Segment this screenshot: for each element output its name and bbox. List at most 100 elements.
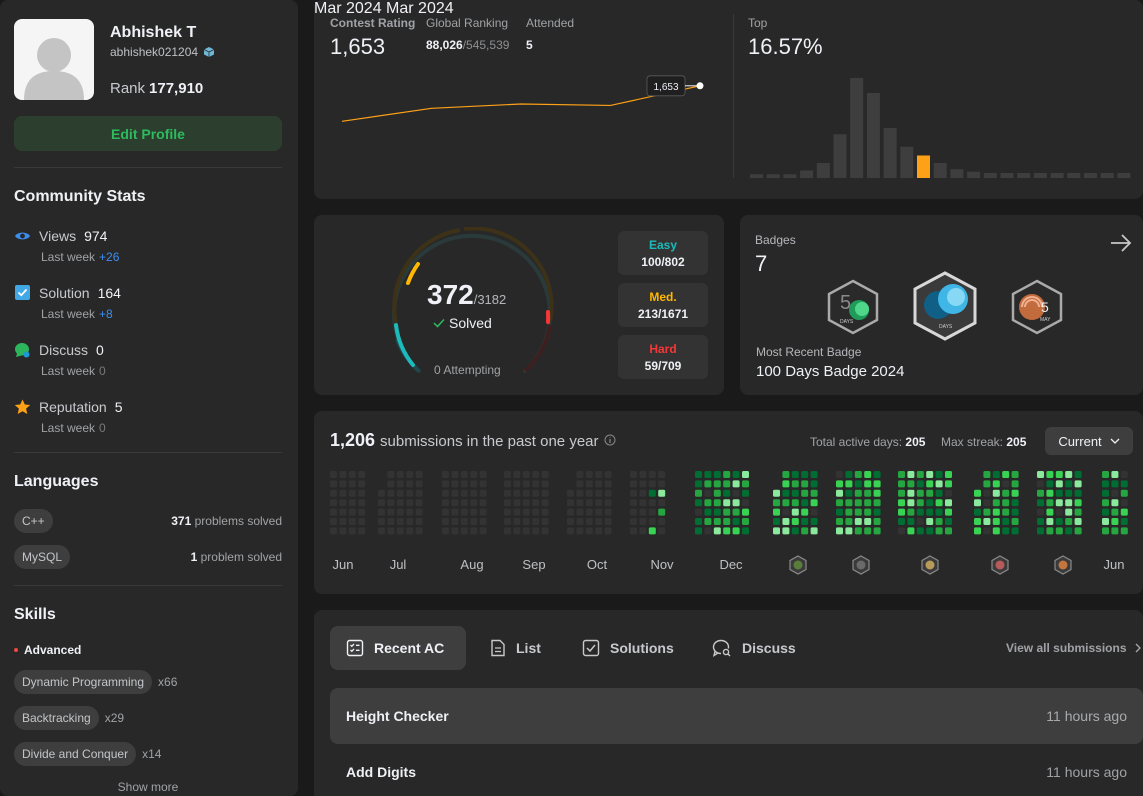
heatmap-cell — [1011, 499, 1019, 507]
heatmap-cell — [873, 508, 881, 516]
year-dropdown[interactable]: Current — [1045, 427, 1133, 455]
month-label: Aug — [460, 557, 483, 572]
show-more-link[interactable]: Show more — [117, 780, 179, 794]
heatmap-cell — [451, 480, 459, 488]
ranking-histogram[interactable] — [748, 70, 1132, 180]
heatmap-cell — [460, 489, 468, 497]
stat-delta: 0 — [99, 364, 106, 378]
heatmap-cell — [983, 471, 991, 478]
heatmap-cell — [339, 480, 347, 488]
heatmap-cell — [992, 499, 1000, 507]
heatmap-cell — [604, 508, 612, 516]
heatmap-cell — [576, 480, 584, 488]
rating-line-chart[interactable]: 1,653 — [330, 70, 730, 185]
heatmap-cell — [576, 518, 584, 525]
tab-solutions[interactable]: Solutions — [566, 626, 690, 670]
edit-profile-button[interactable]: Edit Profile — [14, 116, 282, 151]
easy-box[interactable]: Easy 100/802 — [618, 231, 708, 275]
submission-row[interactable]: Height Checker 11 hours ago — [330, 688, 1143, 744]
histogram-bar — [1084, 173, 1097, 178]
heatmap-cell — [358, 489, 366, 497]
heatmap-cell — [704, 499, 712, 507]
heatmap-cell — [704, 518, 712, 525]
heatmap-cell — [742, 489, 749, 497]
view-all-submissions-link[interactable]: View all submissions — [1006, 641, 1141, 655]
heatmap-cell — [348, 499, 356, 507]
heatmap-cell — [723, 471, 731, 478]
user-rank: Rank 177,910 — [110, 80, 203, 97]
heatmap-cell — [1055, 527, 1063, 535]
language-tag[interactable]: C++ — [14, 509, 53, 533]
submissions-summary: 1,206 submissions in the past one year — [330, 430, 616, 451]
heatmap-cell — [845, 489, 853, 497]
solved-label-row: Solved — [433, 315, 492, 331]
arrow-right-icon[interactable] — [1110, 233, 1132, 253]
submission-time: 11 hours ago — [1046, 708, 1127, 724]
50-days-badge-icon[interactable]: 5 DAYS — [826, 279, 880, 335]
heatmap-cell — [898, 499, 905, 507]
heatmap-cell — [576, 508, 584, 516]
ring-hard-bg — [523, 324, 552, 373]
heatmap-cell — [541, 489, 549, 497]
rating-tooltip-text: 1,653 — [653, 82, 678, 93]
may-badge-icon[interactable]: 5 MAY — [1010, 279, 1064, 335]
submission-row[interactable]: Add Digits 11 hours ago — [330, 744, 1143, 796]
heatmap-cell — [470, 489, 478, 497]
heatmap-cell — [898, 527, 905, 535]
tab-list[interactable]: List — [474, 626, 557, 670]
tab-label: Recent AC — [374, 640, 445, 656]
divider — [14, 585, 282, 586]
heatmap-cell — [773, 489, 780, 497]
stat-sub: Last week — [41, 250, 96, 264]
heatmap-cell — [522, 480, 530, 488]
heatmap-cell — [935, 489, 943, 497]
avatar[interactable] — [14, 19, 94, 100]
heatmap-cell — [873, 471, 881, 478]
histogram-bar — [866, 93, 880, 178]
heatmap-cell — [442, 489, 449, 497]
heatmap-cell — [983, 489, 991, 497]
heatmap-cell — [585, 471, 593, 478]
heatmap-cell — [713, 527, 721, 535]
max-streak-value: 205 — [1006, 435, 1027, 449]
100-days-badge-icon[interactable]: DAYS — [912, 271, 978, 341]
skill-tag[interactable]: Divide and Conquer — [14, 742, 137, 766]
skill-tag[interactable]: Backtracking — [14, 706, 99, 730]
language-count: 371 — [171, 514, 192, 528]
histogram-bar — [833, 134, 847, 178]
language-tag[interactable]: MySQL — [14, 545, 71, 569]
tab-recent-ac[interactable]: Recent AC — [330, 626, 466, 670]
stat-label: Reputation — [39, 398, 107, 415]
solved-number: 372 — [427, 279, 474, 310]
heatmap-cell — [864, 480, 872, 488]
contest-card: Contest Rating 1,653 Global Ranking 88,0… — [314, 0, 1143, 199]
heatmap-cell — [470, 518, 478, 525]
heatmap-cell — [595, 508, 603, 516]
heatmap-cell — [732, 518, 740, 525]
language-count-suffix: problems solved — [194, 514, 282, 528]
heatmap-cell — [358, 499, 366, 507]
submission-heatmap[interactable]: Jun Jul Aug Sep Oct Nov Dec Jun — [330, 469, 1138, 589]
heatmap-cell — [1074, 471, 1082, 478]
tab-discuss[interactable]: Discuss — [696, 626, 812, 670]
stat-label: Solution — [39, 284, 90, 301]
heatmap-cell — [854, 499, 862, 507]
heatmap-cell — [522, 499, 530, 507]
heatmap-cell — [845, 480, 853, 488]
heatmap-cell — [522, 527, 530, 535]
submissions-count: 1,206 — [330, 430, 376, 450]
heatmap-cell — [378, 499, 385, 507]
skill-tag[interactable]: Dynamic Programming — [14, 670, 153, 694]
heatmap-cell — [1111, 508, 1119, 516]
heatmap-cell — [713, 489, 721, 497]
hard-box[interactable]: Hard 59/709 — [618, 335, 708, 379]
info-icon[interactable] — [604, 434, 616, 446]
heatmap-cell — [836, 508, 843, 516]
medium-box[interactable]: Med. 213/1671 — [618, 283, 708, 327]
heatmap-cell — [935, 471, 943, 478]
difficulty-name: Easy — [648, 238, 678, 252]
heatmap-cell — [406, 480, 414, 488]
heatmap-cell — [358, 518, 366, 525]
heatmap-cell — [723, 518, 731, 525]
stat-solution: Solution 164 Last week +8 — [14, 284, 121, 321]
